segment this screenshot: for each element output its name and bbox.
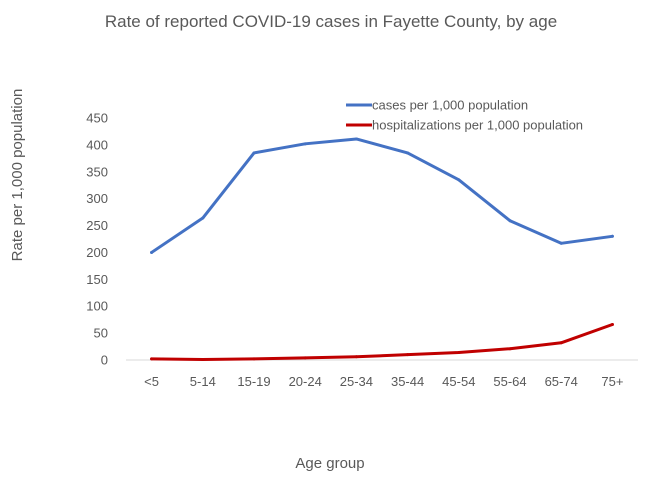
y-tick-label: 50	[94, 326, 108, 341]
y-tick-label: 400	[86, 137, 108, 152]
series-line-2	[150, 323, 614, 361]
data-point	[201, 357, 205, 361]
x-tick-label: 45-54	[442, 374, 475, 389]
data-point	[559, 241, 563, 245]
y-tick-label: 0	[101, 353, 108, 368]
x-axis-title: Age group	[295, 455, 364, 472]
x-tick-label: 35-44	[391, 374, 424, 389]
series-layer	[150, 137, 614, 361]
x-tick-label: 55-64	[493, 374, 526, 389]
data-point	[201, 216, 205, 220]
data-point	[610, 234, 614, 238]
data-point	[508, 347, 512, 351]
legend-label: cases per 1,000 population	[372, 98, 528, 113]
y-tick-label: 200	[86, 245, 108, 260]
y-tick-label: 300	[86, 191, 108, 206]
x-tick-label: 15-19	[237, 374, 270, 389]
data-point	[252, 357, 256, 361]
y-axis-ticks: 0 50 100 150 200 250 300 350 400 450	[86, 111, 108, 368]
x-tick-label: 25-34	[340, 374, 373, 389]
x-tick-label: 65-74	[545, 374, 578, 389]
data-point	[508, 219, 512, 223]
data-point	[150, 357, 154, 361]
data-point	[252, 151, 256, 155]
y-axis-title: Rate per 1,000 population	[9, 89, 26, 262]
data-point	[610, 323, 614, 327]
data-point	[150, 250, 154, 254]
x-tick-label: <5	[144, 374, 159, 389]
data-point	[303, 356, 307, 360]
legend: cases per 1,000 population hospitalizatio…	[346, 98, 583, 133]
x-axis-ticks: <5 5-14 15-19 20-24 25-34 35-44 45-54 55-64 65-7…	[144, 374, 623, 389]
data-point	[457, 350, 461, 354]
data-point	[354, 137, 358, 141]
legend-label: hospitalizations per 1,000 population	[372, 118, 583, 133]
data-point	[559, 341, 563, 345]
series-line-1	[150, 137, 614, 254]
y-tick-label: 100	[86, 299, 108, 314]
y-tick-label: 450	[86, 111, 108, 126]
chart-title: Rate of reported COVID-19 cases in Fayet…	[105, 12, 557, 31]
data-point	[303, 142, 307, 146]
y-tick-label: 350	[86, 164, 108, 179]
data-point	[354, 355, 358, 359]
data-point	[457, 178, 461, 182]
y-tick-label: 150	[86, 272, 108, 287]
data-point	[406, 353, 410, 357]
x-tick-label: 5-14	[190, 374, 216, 389]
data-point	[406, 151, 410, 155]
x-tick-label: 20-24	[289, 374, 322, 389]
y-tick-label: 250	[86, 218, 108, 233]
x-tick-label: 75+	[601, 374, 623, 389]
